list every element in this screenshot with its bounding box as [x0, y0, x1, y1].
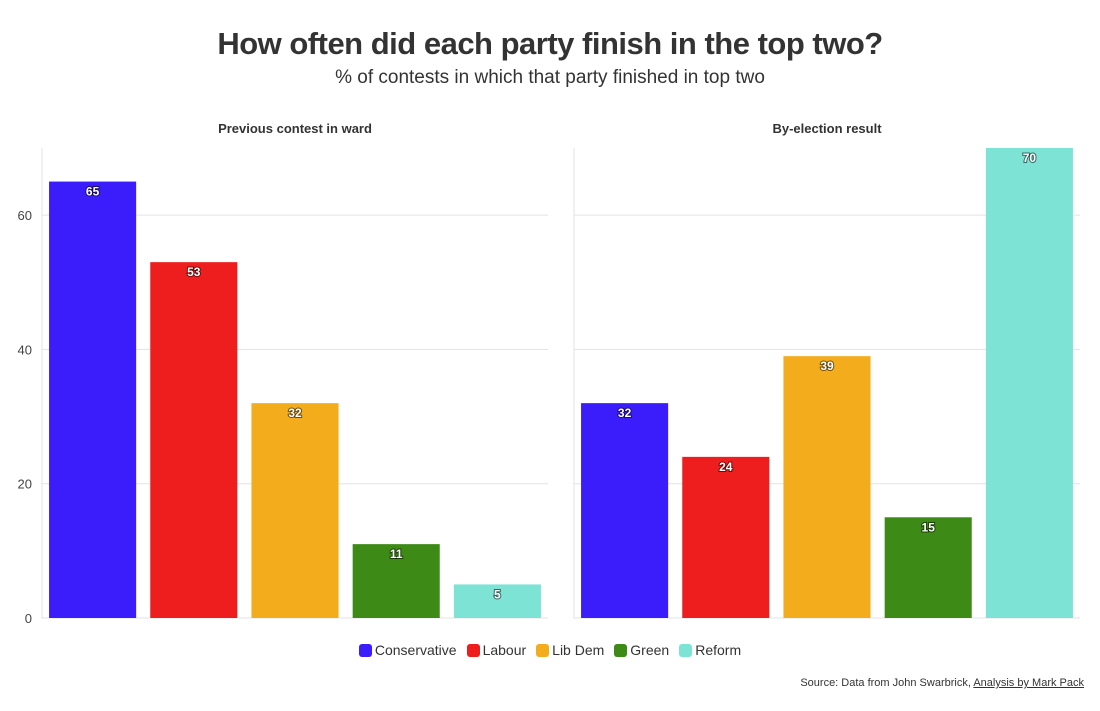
panel-title: Previous contest in ward	[218, 121, 372, 136]
chart-title: How often did each party finish in the t…	[217, 26, 883, 61]
legend-label: Green	[630, 642, 670, 658]
data-label: 11	[390, 547, 403, 561]
data-label: 32	[288, 406, 302, 420]
legend-swatch	[614, 643, 628, 657]
data-label: 65	[86, 185, 100, 199]
bar	[682, 456, 770, 618]
bar	[352, 544, 440, 618]
data-label: 5	[494, 587, 501, 601]
legend-label: Lib Dem	[552, 642, 605, 658]
bar	[150, 262, 238, 618]
bar-chart: 0 20 40 60 Previous contest in ward 65 53 32 11 5…	[18, 121, 1080, 626]
analysis-link[interactable]: Analysis by Mark Pack	[973, 677, 1084, 689]
y-tick-label: 60	[18, 208, 32, 223]
legend-swatch	[358, 643, 372, 657]
bar	[783, 356, 871, 618]
source-text: Source: Data from John Swarbrick,	[800, 677, 974, 689]
legend-item: Lib Dem	[536, 642, 604, 658]
data-label: 70	[1023, 151, 1037, 165]
bar	[985, 148, 1073, 618]
chart-subtitle: % of contests in which that party finish…	[335, 67, 765, 88]
y-tick-label: 0	[25, 611, 32, 626]
source-note: Source: Data from John Swarbrick, Analys…	[800, 677, 1084, 689]
y-tick-label: 40	[18, 342, 32, 357]
data-label: 53	[187, 265, 201, 279]
legend-label: Conservative	[374, 642, 457, 658]
panel-title: By-election result	[772, 121, 882, 136]
legend: Conservative Labour Lib Dem Green Reform	[0, 642, 1100, 658]
y-tick-label: 20	[18, 477, 32, 492]
legend-label: Reform	[695, 642, 742, 658]
legend-item: Reform	[679, 642, 741, 658]
legend-item: Labour	[466, 642, 527, 658]
legend-label: Labour	[482, 642, 527, 658]
bar	[884, 517, 972, 618]
legend-swatch	[679, 643, 693, 657]
data-label: 32	[618, 406, 632, 420]
data-label: 15	[922, 520, 936, 534]
legend-swatch	[536, 643, 550, 657]
data-label: 24	[719, 460, 733, 474]
legend-swatch	[466, 643, 480, 657]
legend-item: Conservative	[358, 642, 457, 658]
bar	[581, 403, 669, 618]
bar	[453, 584, 541, 618]
bar	[251, 403, 339, 618]
data-label: 39	[820, 359, 834, 373]
legend-item: Green	[614, 642, 669, 658]
bar	[49, 181, 137, 619]
